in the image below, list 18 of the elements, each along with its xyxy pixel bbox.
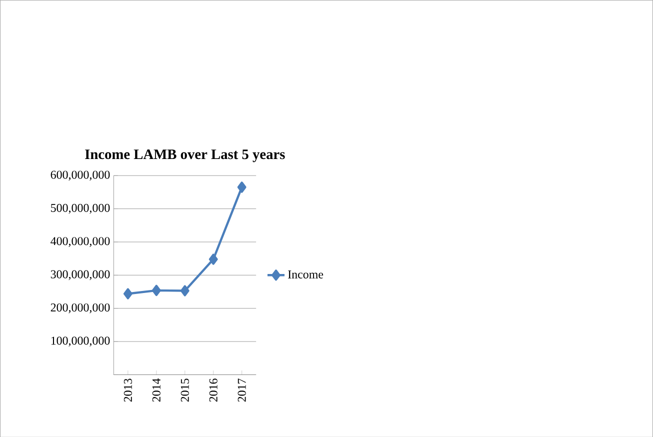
point bbox=[123, 288, 132, 300]
x-tick-label: 2014 bbox=[152, 378, 160, 402]
point bbox=[237, 181, 246, 193]
x-tick-label: 2016 bbox=[209, 378, 218, 402]
x-tick-label: 2017 bbox=[238, 378, 246, 402]
y-tick-label: 600,000,000 bbox=[50, 170, 110, 180]
point bbox=[208, 253, 218, 265]
y-tick-label: 500,000,000 bbox=[51, 204, 110, 214]
x-tick-label: 2013 bbox=[124, 378, 132, 402]
y-tick-label: 300,000,000 bbox=[50, 270, 110, 280]
chart-title: Income LAMB over Last 5 years bbox=[85, 149, 285, 162]
point bbox=[180, 285, 190, 296]
y-tick-label: 200,000,000 bbox=[50, 303, 110, 314]
y-tick-label: 400,000,000 bbox=[50, 236, 110, 247]
point bbox=[152, 284, 161, 296]
x-tick-label: 2015 bbox=[180, 378, 189, 402]
y-tick-label: 100,000,000 bbox=[51, 336, 110, 346]
legend-label: Income bbox=[288, 270, 324, 278]
